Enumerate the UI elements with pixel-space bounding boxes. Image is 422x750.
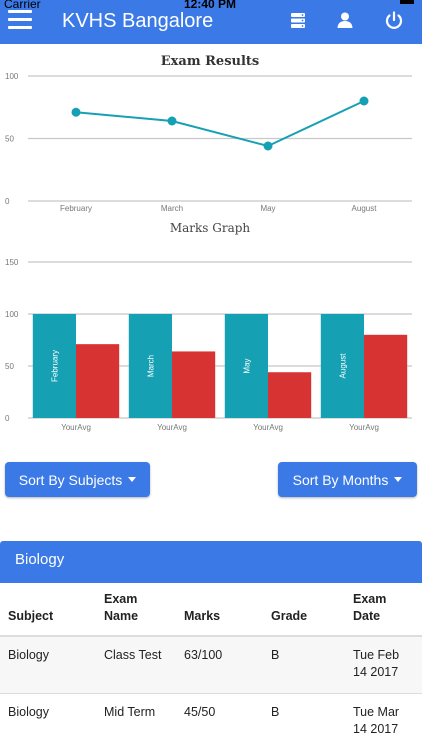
x-tick-label: YourAvg [349, 423, 379, 432]
table-cell: 45/50 [176, 693, 263, 750]
column-header: Exam Date [345, 583, 422, 637]
caret-down-icon [394, 477, 403, 482]
y-tick-label: 100 [5, 72, 19, 81]
app-title: KVHS Bangalore [62, 10, 214, 32]
column-header: Grade [263, 583, 345, 637]
sort-by-subjects-button[interactable]: Sort By Subjects [5, 462, 150, 497]
y-tick-label: 150 [5, 258, 19, 267]
line-chart-xlabel: Marks Graph [170, 221, 251, 235]
bar [76, 344, 120, 418]
table-cell: Biology [0, 693, 96, 750]
table-cell: B [263, 693, 345, 750]
menu-icon[interactable] [8, 10, 32, 30]
x-tick-label: March [161, 204, 183, 213]
bar [320, 314, 364, 418]
y-tick-label: 50 [5, 135, 14, 144]
table-cell: Class Test [96, 636, 176, 694]
results-table: Subject Exam Name Marks Grade Exam Date … [0, 583, 422, 750]
clock: 12:40 PM [184, 0, 237, 11]
y-tick-label: 0 [5, 197, 10, 206]
bar [32, 314, 76, 418]
data-point [263, 141, 273, 151]
column-header: Exam Name [96, 583, 176, 637]
x-tick-label: May [260, 204, 275, 213]
y-tick-label: 50 [5, 362, 14, 371]
bar [364, 334, 408, 418]
battery-icon [400, 0, 414, 4]
user-icon[interactable] [335, 10, 359, 30]
caret-down-icon [128, 477, 137, 482]
series-line [75, 100, 365, 148]
table-cell: Tue Feb 14 2017 [345, 636, 422, 694]
table-cell: Biology [0, 636, 96, 694]
data-point [71, 107, 81, 117]
sort-by-months-button[interactable]: Sort By Months [278, 462, 417, 497]
table-cell: 63/100 [176, 636, 263, 694]
bar [128, 314, 172, 418]
bar-chart: 0 50 100 150 February YourAvg March YourAvg May Y… [5, 258, 412, 432]
column-header: Subject [0, 583, 96, 637]
power-icon[interactable] [383, 10, 407, 30]
x-tick-label: August [352, 204, 378, 213]
sort-by-months-label: Sort By Months [292, 471, 389, 488]
panel-header: Biology [0, 541, 422, 583]
y-tick-label: 100 [5, 310, 19, 319]
table-row[interactable]: Biology Mid Term 45/50 B Tue Mar 14 2017 [0, 693, 422, 750]
column-header: Marks [176, 583, 263, 637]
x-tick-label: YourAvg [253, 423, 283, 432]
table-cell: Tue Mar 14 2017 [345, 693, 422, 750]
table-cell: B [263, 636, 345, 694]
table-row[interactable]: Biology Class Test 63/100 B Tue Feb 14 2… [0, 636, 422, 694]
x-tick-label: YourAvg [61, 423, 91, 432]
bar-category-label: May [242, 358, 251, 373]
x-tick-label: February [60, 204, 92, 213]
sort-by-subjects-label: Sort By Subjects [18, 471, 123, 488]
bar-category-label: February [50, 350, 59, 382]
data-point [167, 116, 177, 126]
data-point [359, 96, 369, 106]
carrier-label: Carrier [4, 0, 41, 11]
table-header-row: Subject Exam Name Marks Grade Exam Date [0, 583, 422, 637]
bar-category-label: March [146, 355, 155, 377]
bar [224, 314, 268, 418]
table-cell: Mid Term [96, 693, 176, 750]
y-tick-label: 0 [5, 414, 10, 423]
x-tick-label: YourAvg [157, 423, 187, 432]
server-icon[interactable] [288, 10, 312, 30]
status-bar: Carrier 12:40 PM [0, 0, 422, 11]
line-chart: Exam Results Marks Graph 0 50 100 February M… [5, 54, 412, 235]
bar [172, 351, 216, 418]
bar [268, 372, 312, 418]
line-chart-title: Exam Results [161, 54, 259, 69]
bar-category-label: August [338, 353, 347, 379]
